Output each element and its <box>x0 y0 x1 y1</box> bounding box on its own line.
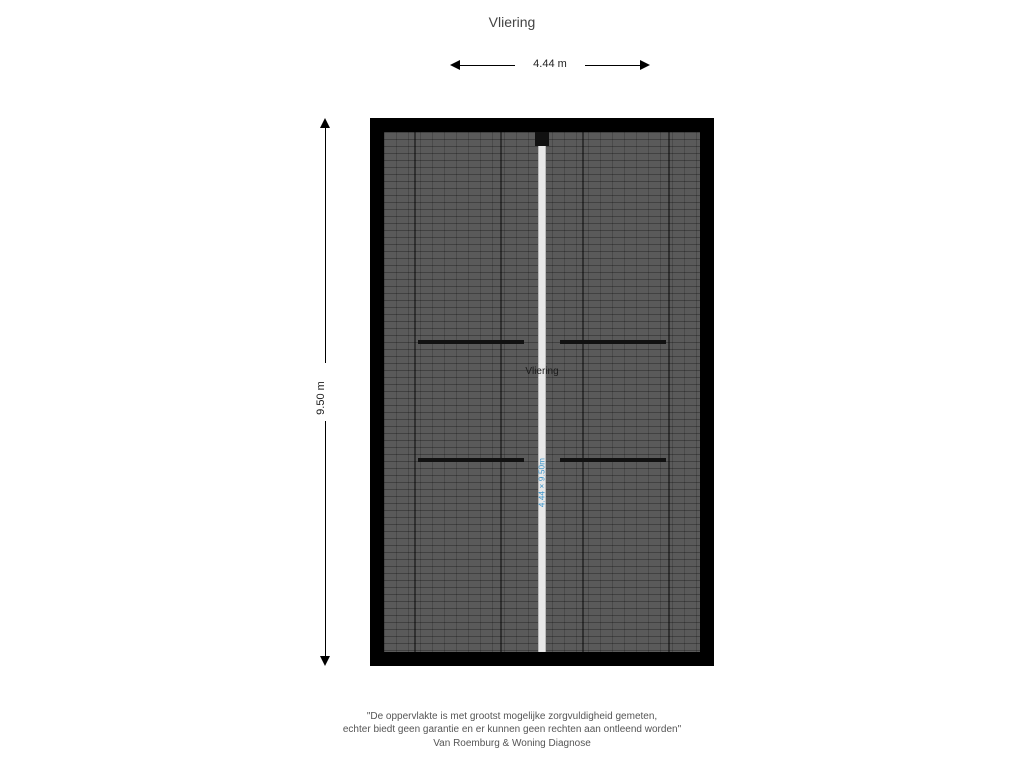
footer-line: echter biedt geen garantie en er kunnen … <box>0 723 1024 737</box>
dimension-width: 4.44 m <box>450 56 650 76</box>
arrow-down-icon <box>320 656 330 666</box>
roof-window-bar <box>418 458 524 462</box>
roof-area: Vliering 4.44 × 9.50m <box>384 132 700 652</box>
roof-seam <box>500 132 502 652</box>
arrow-up-icon <box>320 118 330 128</box>
dimline <box>585 65 640 66</box>
roof-window-bar <box>418 340 524 344</box>
roof-seam <box>582 132 584 652</box>
room-label: Vliering <box>384 366 700 377</box>
floorplan-outline: Vliering 4.44 × 9.50m <box>370 118 714 666</box>
dimline <box>325 128 326 363</box>
dimline <box>325 421 326 656</box>
roof-ridge-cap <box>535 132 549 146</box>
footer-line: Van Roemburg & Woning Diagnose <box>0 737 1024 751</box>
roof-seam <box>668 132 670 652</box>
footer-line: "De oppervlakte is met grootst mogelijke… <box>0 710 1024 724</box>
roof-ridge <box>538 132 546 652</box>
arrow-right-icon <box>640 60 650 70</box>
floorplan-canvas: Vliering 4.44 m 9.50 m Vliering 4.44 × 9 <box>0 0 1024 768</box>
dimension-height-label: 9.50 m <box>315 381 327 415</box>
ridge-dimension-label: 4.44 × 9.50m <box>538 458 547 507</box>
dimension-height: 9.50 m <box>316 118 336 666</box>
footer-disclaimer: "De oppervlakte is met grootst mogelijke… <box>0 710 1024 751</box>
roof-window-bar <box>560 340 666 344</box>
roof-window-bar <box>560 458 666 462</box>
roof-seam <box>414 132 416 652</box>
page-title: Vliering <box>0 14 1024 30</box>
